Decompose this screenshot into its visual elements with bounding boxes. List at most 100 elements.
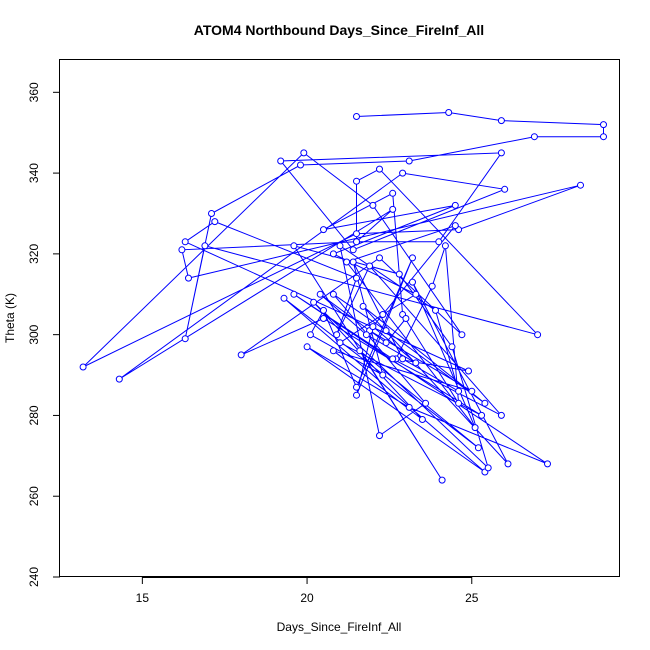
data-point: [336, 339, 344, 347]
data-point: [115, 375, 123, 383]
data-point: [320, 226, 327, 234]
data-point: [181, 238, 189, 246]
data-point: [353, 274, 360, 282]
data-point: [409, 254, 416, 262]
data-point: [290, 290, 298, 298]
data-point: [349, 246, 357, 254]
data-point: [181, 335, 189, 343]
data-point: [428, 282, 436, 290]
data-point: [359, 302, 367, 310]
data-point: [577, 181, 584, 189]
data-point: [353, 113, 360, 120]
data-point: [422, 399, 430, 407]
data-point: [484, 464, 492, 472]
data-point: [465, 367, 472, 375]
data-point: [316, 290, 324, 298]
data-point: [497, 149, 505, 157]
data-point: [409, 278, 416, 286]
data-point: [389, 355, 397, 363]
data-point: [474, 444, 482, 452]
data-point: [600, 133, 607, 141]
data-point: [435, 238, 443, 246]
x-tick-label: 20: [300, 591, 314, 605]
data-point: [353, 177, 360, 185]
data-point: [349, 258, 357, 266]
data-point: [405, 157, 413, 165]
data-point: [468, 387, 476, 395]
data-point: [297, 161, 304, 169]
data-point: [366, 262, 374, 270]
data-point: [441, 242, 449, 250]
data-point: [79, 363, 87, 371]
data-point: [178, 246, 186, 254]
chart-title: ATOM4 Northbound Days_Since_FireInf_All: [194, 22, 484, 38]
data-point: [329, 290, 337, 298]
data-point: [412, 359, 420, 367]
data-point: [280, 294, 288, 302]
y-tick-label: 240: [27, 567, 41, 587]
data-point: [455, 387, 463, 395]
data-point: [369, 201, 377, 209]
data-point: [389, 189, 397, 197]
data-point: [343, 258, 351, 266]
data-point: [448, 343, 456, 351]
x-tick-label: 25: [465, 591, 479, 605]
data-point: [185, 274, 192, 282]
data-point: [362, 331, 370, 339]
y-tick-label: 360: [27, 82, 41, 102]
data-point: [353, 391, 360, 399]
data-point: [471, 424, 479, 432]
data-point: [544, 460, 551, 468]
data-point: [369, 323, 377, 331]
y-tick-label: 320: [27, 244, 41, 264]
data-point: [458, 331, 466, 339]
data-point: [478, 411, 486, 419]
data-point: [201, 242, 209, 250]
data-point: [399, 355, 407, 363]
data-point: [379, 371, 387, 379]
data-point: [382, 339, 390, 347]
data-point: [451, 222, 459, 230]
data-point: [277, 157, 285, 165]
data-point: [211, 218, 219, 226]
data-point: [376, 254, 383, 262]
y-axis: 240 260 280 300 320 340 360: [27, 82, 60, 587]
data-point: [237, 351, 245, 359]
data-point: [333, 331, 341, 339]
data-point: [497, 411, 505, 419]
data-point: [412, 290, 420, 298]
y-axis-label: Theta (K): [3, 293, 17, 343]
data-point: [353, 383, 360, 391]
data-point: [418, 416, 426, 423]
data-point: [395, 270, 403, 278]
data-point: [310, 298, 318, 306]
data-point: [451, 201, 459, 209]
data-point: [438, 476, 446, 484]
y-tick-label: 260: [27, 486, 41, 506]
data-point: [402, 315, 410, 322]
data-point: [376, 432, 383, 440]
x-tick-label: 15: [136, 591, 150, 605]
data-point: [389, 205, 397, 213]
data-point: [356, 347, 364, 355]
data-point: [497, 117, 505, 125]
data-point: [320, 306, 327, 314]
data-point: [481, 399, 489, 407]
data-point: [376, 165, 383, 173]
data-point: [290, 242, 298, 250]
series-line: [82, 111, 604, 481]
data-point: [329, 347, 337, 355]
data-point: [534, 331, 542, 339]
x-axis-label: Days_Since_FireInf_All: [277, 620, 402, 634]
data-point: [353, 238, 360, 246]
data-point: [300, 149, 308, 157]
data-point: [306, 331, 314, 339]
data-point: [382, 327, 390, 335]
data-point: [320, 315, 327, 322]
data-point: [501, 185, 509, 193]
data-point: [208, 210, 215, 217]
y-tick-label: 300: [27, 324, 41, 344]
data-point: [530, 133, 538, 141]
y-tick-label: 280: [27, 405, 41, 425]
